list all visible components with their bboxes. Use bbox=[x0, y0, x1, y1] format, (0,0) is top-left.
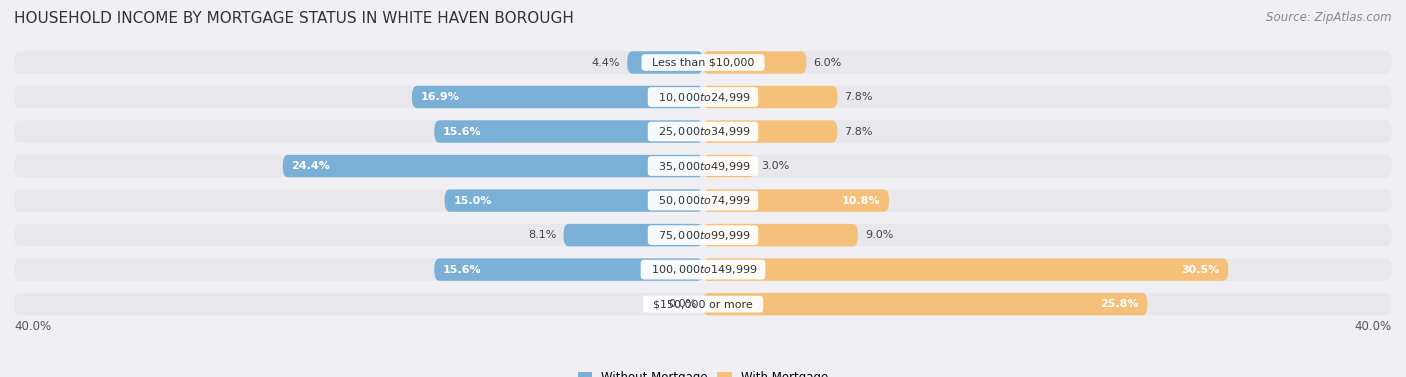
Text: 0.0%: 0.0% bbox=[668, 299, 696, 309]
FancyBboxPatch shape bbox=[412, 86, 703, 108]
Text: 7.8%: 7.8% bbox=[844, 92, 873, 102]
Text: $150,000 or more: $150,000 or more bbox=[647, 299, 759, 309]
FancyBboxPatch shape bbox=[564, 224, 703, 246]
FancyBboxPatch shape bbox=[703, 189, 889, 212]
FancyBboxPatch shape bbox=[703, 51, 807, 74]
FancyBboxPatch shape bbox=[627, 51, 703, 74]
Text: HOUSEHOLD INCOME BY MORTGAGE STATUS IN WHITE HAVEN BOROUGH: HOUSEHOLD INCOME BY MORTGAGE STATUS IN W… bbox=[14, 11, 574, 26]
FancyBboxPatch shape bbox=[14, 224, 1392, 246]
Text: $75,000 to $99,999: $75,000 to $99,999 bbox=[651, 228, 755, 242]
Text: 25.8%: 25.8% bbox=[1101, 299, 1139, 309]
Text: 40.0%: 40.0% bbox=[14, 320, 51, 333]
FancyBboxPatch shape bbox=[14, 155, 1392, 177]
Text: 40.0%: 40.0% bbox=[1355, 320, 1392, 333]
FancyBboxPatch shape bbox=[434, 258, 703, 281]
Legend: Without Mortgage, With Mortgage: Without Mortgage, With Mortgage bbox=[574, 366, 832, 377]
FancyBboxPatch shape bbox=[703, 224, 858, 246]
Text: 15.0%: 15.0% bbox=[453, 196, 492, 205]
Text: $35,000 to $49,999: $35,000 to $49,999 bbox=[651, 159, 755, 173]
FancyBboxPatch shape bbox=[703, 155, 755, 177]
FancyBboxPatch shape bbox=[14, 189, 1392, 212]
Text: 4.4%: 4.4% bbox=[592, 58, 620, 67]
Text: $50,000 to $74,999: $50,000 to $74,999 bbox=[651, 194, 755, 207]
Text: $10,000 to $24,999: $10,000 to $24,999 bbox=[651, 90, 755, 104]
FancyBboxPatch shape bbox=[703, 120, 838, 143]
Text: 7.8%: 7.8% bbox=[844, 127, 873, 136]
Text: 16.9%: 16.9% bbox=[420, 92, 460, 102]
FancyBboxPatch shape bbox=[14, 293, 1392, 316]
Text: $100,000 to $149,999: $100,000 to $149,999 bbox=[644, 263, 762, 276]
Text: 15.6%: 15.6% bbox=[443, 265, 481, 274]
Text: 6.0%: 6.0% bbox=[813, 58, 841, 67]
Text: 10.8%: 10.8% bbox=[842, 196, 880, 205]
Text: 8.1%: 8.1% bbox=[529, 230, 557, 240]
FancyBboxPatch shape bbox=[703, 86, 838, 108]
Text: $25,000 to $34,999: $25,000 to $34,999 bbox=[651, 125, 755, 138]
Text: 15.6%: 15.6% bbox=[443, 127, 481, 136]
Text: 24.4%: 24.4% bbox=[291, 161, 330, 171]
FancyBboxPatch shape bbox=[14, 86, 1392, 108]
Text: Source: ZipAtlas.com: Source: ZipAtlas.com bbox=[1267, 11, 1392, 24]
Text: 9.0%: 9.0% bbox=[865, 230, 893, 240]
FancyBboxPatch shape bbox=[283, 155, 703, 177]
FancyBboxPatch shape bbox=[14, 51, 1392, 74]
Text: 3.0%: 3.0% bbox=[762, 161, 790, 171]
FancyBboxPatch shape bbox=[444, 189, 703, 212]
FancyBboxPatch shape bbox=[14, 120, 1392, 143]
Text: 30.5%: 30.5% bbox=[1181, 265, 1219, 274]
Text: Less than $10,000: Less than $10,000 bbox=[645, 58, 761, 67]
FancyBboxPatch shape bbox=[434, 120, 703, 143]
FancyBboxPatch shape bbox=[703, 293, 1147, 316]
FancyBboxPatch shape bbox=[703, 258, 1229, 281]
FancyBboxPatch shape bbox=[14, 258, 1392, 281]
